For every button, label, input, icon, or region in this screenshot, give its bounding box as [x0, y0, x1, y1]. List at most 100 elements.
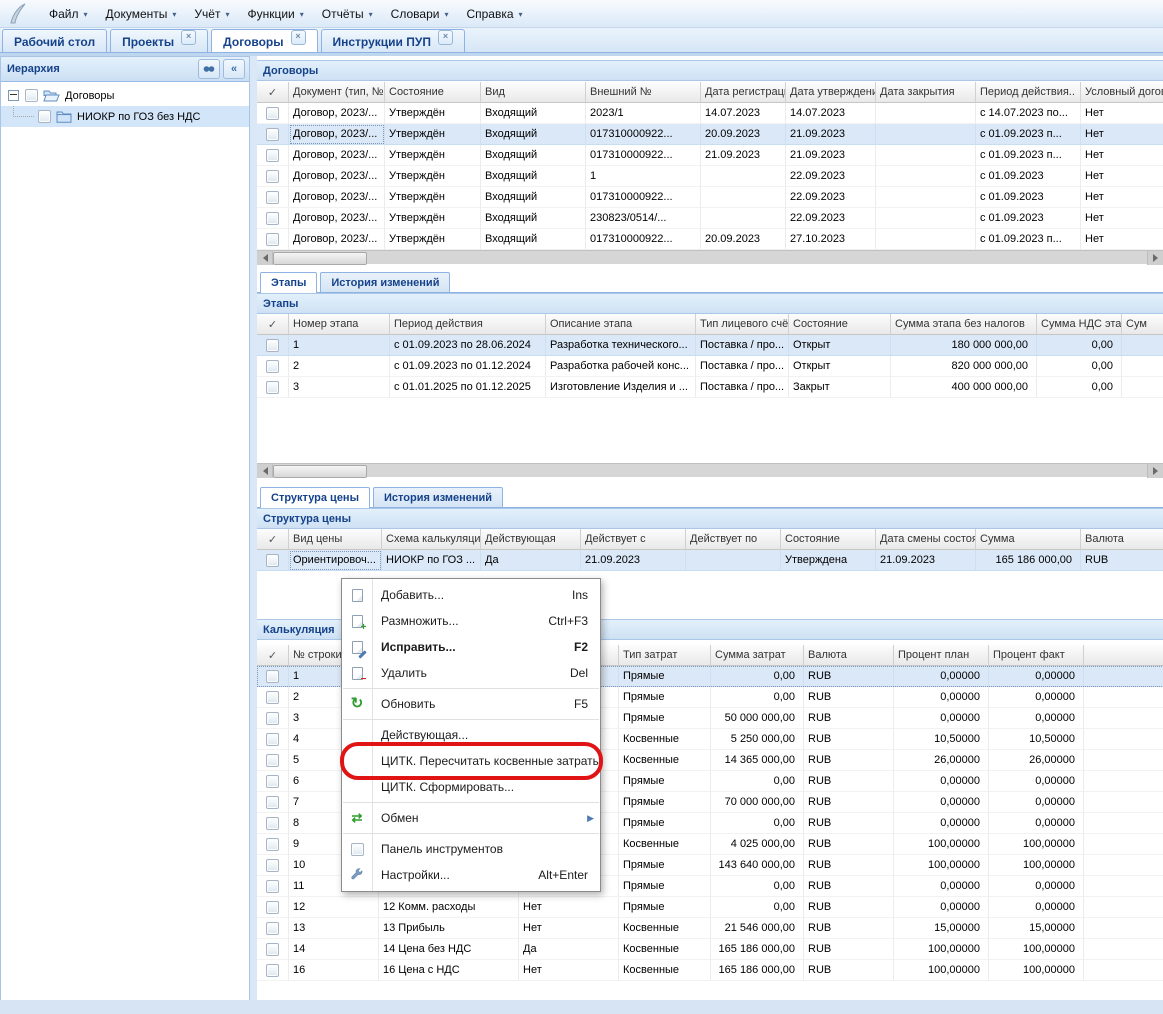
column-header[interactable]: Номер этапа	[289, 314, 390, 335]
scrollbar-thumb[interactable]	[273, 465, 367, 478]
row-checkbox[interactable]	[266, 711, 279, 725]
row-checkbox[interactable]	[266, 690, 279, 704]
table-row[interactable]: Договор, 2023/... Утверждён Входящий 017310…	[257, 145, 1163, 166]
tab[interactable]: Этапы	[260, 272, 318, 293]
tree-node[interactable]: Договоры	[1, 85, 249, 106]
column-header[interactable]: Валюта	[1081, 529, 1163, 550]
table-row[interactable]: Договор, 2023/... Утверждён Входящий 017310…	[257, 124, 1163, 145]
column-header[interactable]: Дата утверждения	[786, 82, 876, 103]
row-checkbox[interactable]	[266, 148, 279, 162]
column-header[interactable]: Период действия..	[976, 82, 1081, 103]
table-row[interactable]: Договор, 2023/... Утверждён Входящий 017310…	[257, 229, 1163, 250]
table-row[interactable]: 9 Косвенные 4 025 000,00 RUB 100,00000 100,00…	[257, 834, 1163, 855]
table-row[interactable]: 4 Косвенные 5 250 000,00 RUB 10,50000 10,5000…	[257, 729, 1163, 750]
scroll-right-button[interactable]	[1147, 251, 1163, 265]
row-checkbox[interactable]	[266, 169, 279, 183]
menubar-item[interactable]: Учёт	[185, 4, 238, 24]
column-header[interactable]: Тип лицевого счёт	[696, 314, 789, 335]
column-header[interactable]: Дата регистрации	[701, 82, 786, 103]
context-menu-item[interactable]: ЦИТК. Пересчитать косвенные затраты...	[340, 742, 603, 780]
close-icon[interactable]: ×	[181, 29, 197, 45]
row-checkbox[interactable]	[266, 753, 279, 767]
context-menu-item[interactable]: Действующая...	[342, 722, 600, 748]
row-checkbox[interactable]	[266, 380, 279, 394]
menubar-item[interactable]: Справка	[457, 4, 531, 24]
column-header[interactable]: Тип затрат	[619, 645, 711, 666]
column-header[interactable]: Сумма затрат	[711, 645, 804, 666]
table-row[interactable]: 14 14 Цена без НДС Да Косвенные 165 186 000,…	[257, 939, 1163, 960]
context-menu-item[interactable]: Исправить... F2	[342, 634, 600, 660]
row-checkbox[interactable]	[266, 858, 279, 872]
context-menu-item[interactable]: ЦИТК. Сформировать...	[342, 774, 600, 800]
menubar-item[interactable]: Отчёты	[313, 4, 382, 24]
table-row[interactable]: 16 16 Цена с НДС Нет Косвенные 165 186 000,0…	[257, 960, 1163, 981]
row-checkbox[interactable]	[266, 669, 279, 683]
context-menu-item[interactable]: + Размножить... Ctrl+F3	[342, 608, 600, 634]
tab[interactable]: Структура цены	[260, 487, 370, 508]
row-checkbox[interactable]	[266, 816, 279, 830]
table-row[interactable]: Договор, 2023/... Утверждён Входящий 017310…	[257, 187, 1163, 208]
column-header[interactable]: Схема калькуляци	[382, 529, 481, 550]
column-header[interactable]: Сум	[1122, 314, 1163, 335]
column-header[interactable]: Состояние	[789, 314, 891, 335]
table-row[interactable]: 5 Косвенные 14 365 000,00 RUB 26,00000 26,000…	[257, 750, 1163, 771]
horizontal-scrollbar[interactable]	[257, 250, 1163, 265]
tree-checkbox[interactable]	[25, 89, 38, 102]
column-header[interactable]: Документ (тип, №	[289, 82, 385, 103]
horizontal-scrollbar[interactable]	[257, 463, 1163, 478]
row-checkbox[interactable]	[266, 553, 279, 567]
menubar-item[interactable]: Словари	[382, 4, 458, 24]
table-row[interactable]: Договор, 2023/... Утверждён Входящий 2023/1…	[257, 103, 1163, 124]
tab[interactable]: Рабочий стол	[2, 29, 108, 53]
column-header[interactable]: Состояние	[385, 82, 481, 103]
search-button[interactable]	[198, 59, 220, 79]
scrollbar-thumb[interactable]	[273, 252, 367, 265]
close-icon[interactable]: ×	[437, 29, 453, 45]
select-all-header[interactable]: ✓	[257, 529, 289, 550]
column-header[interactable]: Внешний №	[586, 82, 701, 103]
column-header[interactable]: Действует по	[686, 529, 781, 550]
column-header[interactable]: Условный догов	[1081, 82, 1163, 103]
row-checkbox[interactable]	[266, 774, 279, 788]
menubar-item[interactable]: Функции	[238, 4, 312, 24]
row-checkbox[interactable]	[266, 106, 279, 120]
row-checkbox[interactable]	[266, 963, 279, 977]
context-menu-item[interactable]: ⇄ Обмен ▶	[342, 805, 600, 831]
table-row[interactable]: Ориентировоч... НИОКР по ГОЗ ... Да 21.09.2…	[257, 550, 1163, 571]
expand-toggle[interactable]	[8, 90, 19, 101]
menubar-item[interactable]: Документы	[97, 4, 186, 24]
context-menu-item[interactable]: Добавить... Ins	[342, 582, 600, 608]
context-menu-item[interactable]: − Удалить Del	[342, 660, 600, 686]
tab[interactable]: Инструкции ПУП ×	[320, 29, 465, 53]
column-header[interactable]: Валюта	[804, 645, 894, 666]
tab[interactable]: История изменений	[372, 487, 504, 507]
column-header[interactable]: Сумма НДС этапа	[1037, 314, 1122, 335]
scroll-left-button[interactable]	[257, 251, 273, 265]
context-menu-item[interactable]: Панель инструментов	[342, 836, 600, 862]
column-header[interactable]: Процент план	[894, 645, 989, 666]
table-row[interactable]: 11 Прямые 0,00 RUB 0,00000 0,00000	[257, 876, 1163, 897]
column-header[interactable]: Период действия	[390, 314, 546, 335]
select-all-header[interactable]: ✓	[257, 82, 289, 103]
menubar-item[interactable]: Файл	[40, 4, 97, 24]
table-row[interactable]: 13 13 Прибыль Нет Косвенные 21 546 000,00 RUB…	[257, 918, 1163, 939]
table-row[interactable]: 12 12 Комм. расходы Нет Прямые 0,00 RUB 0,0000…	[257, 897, 1163, 918]
column-header[interactable]: Сумма этапа без налогов	[891, 314, 1037, 335]
row-checkbox[interactable]	[266, 211, 279, 225]
column-header[interactable]: Действующая	[481, 529, 581, 550]
tree-node[interactable]: НИОКР по ГОЗ без НДС	[1, 106, 249, 127]
column-header[interactable]: Вид	[481, 82, 586, 103]
scroll-right-button[interactable]	[1147, 464, 1163, 478]
row-checkbox[interactable]	[266, 879, 279, 893]
row-checkbox[interactable]	[266, 127, 279, 141]
row-checkbox[interactable]	[266, 338, 279, 352]
column-header[interactable]: Описание этапа	[546, 314, 696, 335]
row-checkbox[interactable]	[266, 921, 279, 935]
row-checkbox[interactable]	[266, 190, 279, 204]
select-all-header[interactable]: ✓	[257, 645, 289, 666]
row-checkbox[interactable]	[266, 232, 279, 246]
tab[interactable]: История изменений	[320, 272, 451, 292]
